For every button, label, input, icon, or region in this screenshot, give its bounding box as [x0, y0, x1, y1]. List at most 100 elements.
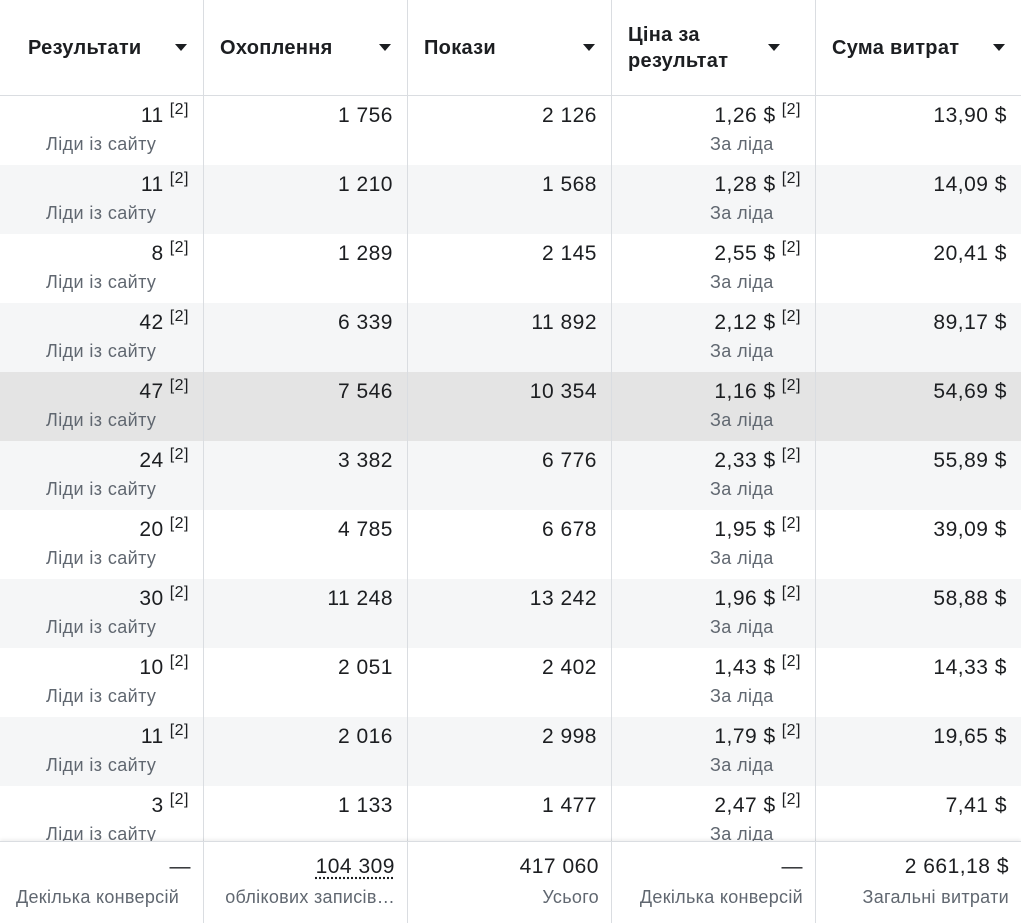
impressions-value: 2 145 [541, 242, 597, 265]
cell-results: 3 [2] Ліди із сайту [0, 786, 204, 842]
spend-value: 20,41 $ [933, 242, 1007, 265]
results-footnote[interactable]: [2] [169, 101, 189, 118]
table-row[interactable]: 10 [2] Ліди із сайту 2 051 2 402 1,43 $ [2] За … [0, 648, 1021, 717]
cell-impressions: 1 477 [408, 786, 612, 842]
results-footnote[interactable]: [2] [169, 722, 189, 739]
table-row[interactable]: 11 [2] Ліди із сайту 2 016 2 998 1,79 $ [2] За … [0, 717, 1021, 786]
cell-reach: 4 785 [204, 510, 408, 579]
cell-reach: 1 756 [204, 96, 408, 165]
cell-reach: 3 382 [204, 441, 408, 510]
results-type-label: Ліди із сайту [46, 203, 157, 223]
cost-footnote[interactable]: [2] [781, 446, 801, 463]
impressions-value: 2 126 [541, 104, 597, 127]
column-header-label: Ціна за результат [628, 23, 729, 72]
results-type-label: Ліди із сайту [46, 686, 157, 706]
sort-caret-icon[interactable] [175, 44, 187, 51]
results-footnote[interactable]: [2] [169, 446, 189, 463]
column-header-impressions[interactable]: Покази [408, 0, 612, 95]
sort-caret-icon[interactable] [583, 44, 595, 51]
column-header-reach[interactable]: Охоплення [204, 0, 408, 95]
cell-amount-spent: 39,09 $ [816, 510, 1021, 579]
results-value: 10 [139, 656, 164, 679]
table-row[interactable]: 47 [2] Ліди із сайту 7 546 10 354 1,16 $ [2] За… [0, 372, 1021, 441]
cell-cost-per-result: 2,55 $ [2] За ліда [612, 234, 816, 303]
sort-caret-icon[interactable] [768, 44, 780, 51]
footer-cell-impressions: 417 060 Усього [408, 842, 612, 923]
cell-cost-per-result: 2,12 $ [2] За ліда [612, 303, 816, 372]
spend-value: 39,09 $ [933, 518, 1007, 541]
results-value: 11 [140, 725, 164, 748]
cell-impressions: 2 998 [408, 717, 612, 786]
footer-cell-results: — Декілька конверсій [0, 842, 204, 923]
cost-value: 2,47 $ [714, 794, 776, 817]
column-header-results[interactable]: Результати [0, 0, 204, 95]
footer-reach-value[interactable]: 104 309 [315, 855, 395, 878]
table-body: 11 [2] Ліди із сайту 1 756 2 126 1,26 $ [2] За … [0, 96, 1021, 842]
column-header-label: Сума витрат [832, 36, 960, 59]
cost-type-label: За ліда [710, 203, 774, 223]
table-row[interactable]: 24 [2] Ліди із сайту 3 382 6 776 2,33 $ [2] За … [0, 441, 1021, 510]
spend-value: 7,41 $ [945, 794, 1007, 817]
table-row[interactable]: 42 [2] Ліди із сайту 6 339 11 892 2,12 $ [2] За… [0, 303, 1021, 372]
footer-reach-label: облікових записів… [225, 887, 395, 907]
sort-caret-icon[interactable] [379, 44, 391, 51]
cost-value: 1,43 $ [714, 656, 776, 679]
results-footnote[interactable]: [2] [169, 653, 189, 670]
spend-value: 14,09 $ [933, 173, 1007, 196]
results-value: 20 [139, 518, 164, 541]
cell-cost-per-result: 1,16 $ [2] За ліда [612, 372, 816, 441]
results-footnote[interactable]: [2] [169, 170, 189, 187]
cell-amount-spent: 58,88 $ [816, 579, 1021, 648]
cost-footnote[interactable]: [2] [781, 722, 801, 739]
cost-type-label: За ліда [710, 341, 774, 361]
spend-value: 19,65 $ [933, 725, 1007, 748]
results-type-label: Ліди із сайту [46, 548, 157, 568]
sort-caret-icon[interactable] [993, 44, 1005, 51]
cell-amount-spent: 14,09 $ [816, 165, 1021, 234]
cost-footnote[interactable]: [2] [781, 101, 801, 118]
cost-footnote[interactable]: [2] [781, 515, 801, 532]
results-footnote[interactable]: [2] [169, 377, 189, 394]
results-type-label: Ліди із сайту [46, 341, 157, 361]
cost-footnote[interactable]: [2] [781, 791, 801, 808]
column-header-cost-per-result[interactable]: Ціна за результат [612, 0, 816, 95]
impressions-value: 1 568 [541, 173, 597, 196]
cost-footnote[interactable]: [2] [781, 584, 801, 601]
cell-reach: 7 546 [204, 372, 408, 441]
table-row[interactable]: 11 [2] Ліди із сайту 1 210 1 568 1,28 $ [2] За … [0, 165, 1021, 234]
results-value: 47 [139, 380, 164, 403]
cell-impressions: 2 402 [408, 648, 612, 717]
results-footnote[interactable]: [2] [169, 308, 189, 325]
results-footnote[interactable]: [2] [169, 239, 189, 256]
table-row[interactable]: 8 [2] Ліди із сайту 1 289 2 145 2,55 $ [2] За л… [0, 234, 1021, 303]
cost-footnote[interactable]: [2] [781, 239, 801, 256]
cost-footnote[interactable]: [2] [781, 653, 801, 670]
results-footnote[interactable]: [2] [169, 515, 189, 532]
footer-cell-cost: — Декілька конверсій [612, 842, 816, 923]
spend-value: 13,90 $ [933, 104, 1007, 127]
table-footer-totals: — Декілька конверсій 104 309 облікових з… [0, 841, 1021, 923]
table-row[interactable]: 30 [2] Ліди із сайту 11 248 13 242 1,96 $ [2] З… [0, 579, 1021, 648]
cost-value: 1,96 $ [714, 587, 776, 610]
table-row[interactable]: 20 [2] Ліди із сайту 4 785 6 678 1,95 $ [2] За … [0, 510, 1021, 579]
table-row[interactable]: 3 [2] Ліди із сайту 1 133 1 477 2,47 $ [2] За л… [0, 786, 1021, 842]
results-value: 24 [139, 449, 164, 472]
cell-reach: 1 133 [204, 786, 408, 842]
cell-cost-per-result: 1,96 $ [2] За ліда [612, 579, 816, 648]
cell-reach: 6 339 [204, 303, 408, 372]
cost-footnote[interactable]: [2] [781, 377, 801, 394]
cell-amount-spent: 89,17 $ [816, 303, 1021, 372]
column-header-amount-spent[interactable]: Сума витрат [816, 0, 1021, 95]
results-type-label: Ліди із сайту [46, 824, 157, 842]
cost-footnote[interactable]: [2] [781, 308, 801, 325]
cell-cost-per-result: 1,79 $ [2] За ліда [612, 717, 816, 786]
cost-footnote[interactable]: [2] [781, 170, 801, 187]
results-footnote[interactable]: [2] [169, 584, 189, 601]
results-value: 8 [151, 242, 164, 265]
reach-value: 1 289 [337, 242, 393, 265]
cell-reach: 2 051 [204, 648, 408, 717]
footer-spend-value: 2 661,18 $ [904, 855, 1009, 878]
results-footnote[interactable]: [2] [169, 791, 189, 808]
table-row[interactable]: 11 [2] Ліди із сайту 1 756 2 126 1,26 $ [2] За … [0, 96, 1021, 165]
